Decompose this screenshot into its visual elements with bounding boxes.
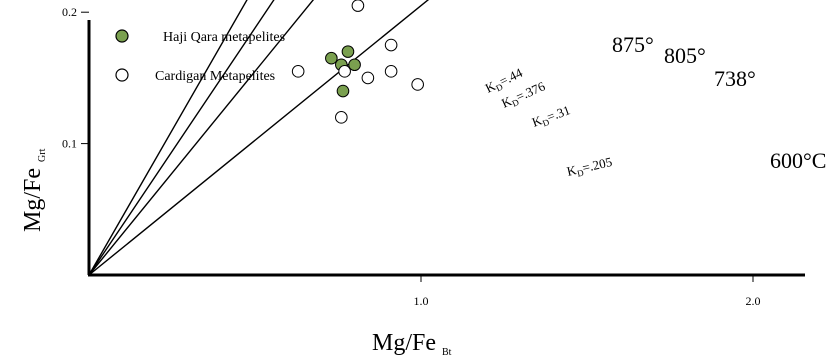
isotherm-lines <box>88 0 430 276</box>
kd-value: .205 <box>588 154 614 174</box>
y-axis-title-sub: Grt <box>37 148 48 162</box>
legend-label-0: Haji Qara metapelites <box>163 30 285 45</box>
kd-subscript: D <box>511 97 521 109</box>
isotherm-temp-label-0: 875° <box>612 32 654 57</box>
y-axis-title: Mg/Fe Grt <box>20 148 48 232</box>
kd-value: .376 <box>520 78 547 101</box>
kd-equals: = <box>581 159 592 175</box>
cardigan-point <box>291 65 305 78</box>
x-axis-title-main: Mg/Fe <box>372 330 436 356</box>
kd-label-3: KD=.205 <box>565 154 614 181</box>
kd-subscript: D <box>541 117 551 129</box>
cardigan-point <box>384 38 398 52</box>
y-tick-label: 0.1 <box>62 137 77 151</box>
cardigan-point <box>411 78 424 91</box>
haji-qara-point <box>348 58 361 72</box>
cardigan-point <box>338 65 351 78</box>
isotherm-temp-label-3: 600°C <box>770 148 826 173</box>
kd-subscript: D <box>576 167 585 178</box>
y-axis-title-main: Mg/Fe <box>20 168 46 232</box>
haji-qara-point <box>341 45 355 58</box>
isotherm-line-2 <box>88 0 315 276</box>
cardigan-point <box>335 111 348 124</box>
x-axis-title: Mg/Fe Bt <box>372 330 452 358</box>
x-tick-label: 2.0 <box>746 294 761 308</box>
legend-marker-filled <box>115 29 129 43</box>
kd-value: .44 <box>504 65 526 86</box>
haji-qara-point <box>336 84 350 98</box>
kd-value: .31 <box>552 102 572 122</box>
axis-titles: Mg/Fe Bt Mg/Fe Grt <box>20 148 452 358</box>
isotherm-temp-label-1: 805° <box>664 43 706 68</box>
cardigan-point <box>351 0 365 12</box>
x-tick-label: 1.0 <box>414 294 429 308</box>
axes <box>87 20 805 277</box>
data-points <box>291 0 424 124</box>
ticks: 0.10.20.30.40.51.02.0 <box>62 5 761 308</box>
isotherm-line-3 <box>88 0 430 276</box>
isotherm-line-1 <box>88 0 275 276</box>
haji-qara-point <box>325 51 338 65</box>
kd-symbol: K <box>565 162 578 179</box>
cardigan-point <box>361 71 375 85</box>
kd-subscript: D <box>494 81 505 93</box>
legend-marker-open <box>115 68 129 82</box>
legend-label-1: Cardigan Metapelites <box>155 69 275 84</box>
legend: Haji Qara metapelites Cardigan Metapelite… <box>115 29 285 84</box>
x-axis-title-sub: Bt <box>442 347 452 358</box>
kd-label-2: KD=.31 <box>530 102 573 131</box>
isotherm-line-0 <box>88 0 248 276</box>
y-tick-label: 0.2 <box>62 5 77 19</box>
isotherm-temp-label-2: 738° <box>714 66 756 91</box>
cardigan-point <box>384 65 398 78</box>
